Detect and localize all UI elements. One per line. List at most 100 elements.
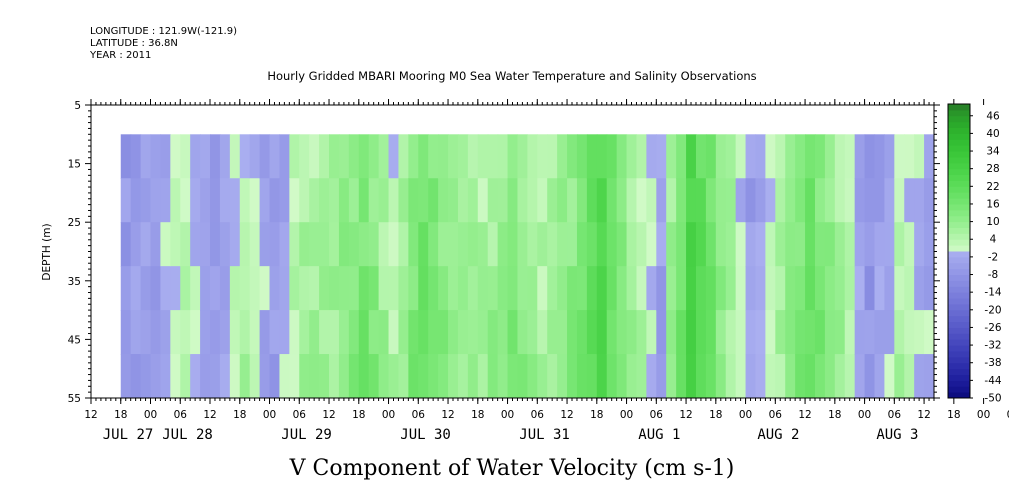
- x-hour-tick-label: 12: [917, 409, 930, 421]
- heatmap-cell: [725, 354, 737, 398]
- heatmap-cell: [160, 310, 171, 355]
- heatmap-cell: [259, 354, 271, 398]
- colorbar-swatch: [948, 156, 970, 164]
- heatmap-cell: [686, 222, 697, 267]
- heatmap-cell: [229, 354, 241, 398]
- heatmap-cell: [448, 134, 459, 179]
- colorbar-swatch: [948, 239, 970, 246]
- heatmap-cell: [239, 266, 251, 311]
- heatmap-cell: [130, 266, 142, 311]
- heatmap-cell: [160, 222, 171, 267]
- heatmap-cell: [140, 178, 152, 223]
- x-hour-tick-label: 06: [293, 409, 307, 421]
- heatmap-cell: [358, 266, 370, 311]
- heatmap-cell: [616, 222, 628, 267]
- heatmap-cell: [398, 354, 409, 398]
- heatmap-cell: [616, 134, 628, 179]
- heatmap-cell: [527, 354, 538, 398]
- heatmap-cell: [190, 134, 201, 179]
- heatmap-cell: [170, 222, 181, 267]
- heatmap-cell: [735, 266, 747, 311]
- heatmap-cell: [319, 178, 330, 223]
- colorbar-swatch: [948, 198, 970, 205]
- heatmap-cell: [190, 222, 201, 267]
- heatmap-cell: [418, 310, 429, 355]
- heatmap-cell: [854, 134, 866, 179]
- heatmap-cell: [130, 178, 142, 223]
- heatmap-cell: [348, 222, 360, 267]
- heatmap-cell: [646, 310, 657, 355]
- colorbar-swatch: [948, 321, 970, 328]
- heatmap-cell: [477, 310, 489, 355]
- heatmap-cell: [527, 266, 538, 311]
- heatmap-cell: [428, 178, 439, 223]
- heatmap-cell: [438, 310, 449, 355]
- heatmap-cell: [626, 178, 638, 223]
- heatmap-cell: [259, 266, 271, 311]
- heatmap-cell: [507, 266, 519, 311]
- heatmap-cell: [576, 178, 588, 223]
- heatmap-cell: [507, 178, 519, 223]
- heatmap-cell: [329, 354, 340, 398]
- heatmap-cell: [200, 222, 211, 267]
- x-hour-tick-label: 00: [382, 409, 395, 421]
- heatmap-cell: [388, 134, 400, 179]
- x-hour-tick-label: 00: [501, 409, 514, 421]
- heatmap-cell: [249, 134, 261, 179]
- heatmap-cell: [527, 222, 538, 267]
- heatmap-cell: [695, 266, 707, 311]
- heatmap-cell: [616, 354, 628, 398]
- heatmap-cell: [477, 134, 489, 179]
- heatmap-cell: [606, 178, 618, 223]
- heatmap-cell: [805, 266, 816, 311]
- heatmap-cell: [299, 134, 310, 179]
- heatmap-cell: [884, 266, 895, 311]
- heatmap-cell: [289, 222, 300, 267]
- heatmap-cell: [140, 310, 152, 355]
- heatmap-cell: [695, 178, 707, 223]
- heatmap-cell: [368, 178, 380, 223]
- heatmap-cell: [557, 310, 568, 355]
- x-hour-tick-label: 00: [263, 409, 276, 421]
- x-hour-tick-label: 00: [977, 409, 990, 421]
- heatmap-cell: [745, 354, 757, 398]
- colorbar-label: -14: [984, 287, 1001, 299]
- heatmap-cell: [686, 354, 697, 398]
- heatmap-cell: [448, 310, 459, 355]
- heatmap-cell: [527, 310, 538, 355]
- heatmap-cell: [269, 310, 281, 355]
- heatmap-cell: [329, 310, 340, 355]
- heatmap-cell: [864, 222, 876, 267]
- colorbar-swatch: [948, 209, 970, 217]
- heatmap-cell: [775, 178, 786, 223]
- heatmap-cell: [497, 310, 509, 355]
- heatmap-cell: [448, 354, 459, 398]
- heatmap-cell: [438, 178, 449, 223]
- heatmap-cell: [626, 354, 638, 398]
- heatmap-cell: [576, 310, 588, 355]
- heatmap-cell: [319, 222, 330, 267]
- colorbar-swatch: [948, 292, 970, 299]
- colorbar-swatch: [948, 356, 970, 364]
- heatmap-cell: [219, 266, 231, 311]
- heatmap-cell: [527, 178, 538, 223]
- heatmap-cell: [894, 178, 905, 223]
- heatmap-cell: [557, 354, 568, 398]
- colorbar-swatch: [948, 139, 970, 146]
- heatmap-cell: [656, 178, 667, 223]
- heatmap-cell: [775, 266, 786, 311]
- heatmap-cell: [814, 310, 826, 355]
- heatmap-cell: [686, 178, 697, 223]
- heatmap-cell: [705, 266, 717, 311]
- heatmap-cell: [457, 266, 469, 311]
- heatmap-cell: [765, 354, 776, 398]
- colorbar-swatch: [948, 104, 970, 111]
- heatmap-cell: [795, 266, 806, 311]
- heatmap-cell: [229, 178, 241, 223]
- colorbar-swatch: [948, 121, 970, 129]
- heatmap-cell: [834, 310, 846, 355]
- x-hour-tick-label: 18: [471, 409, 484, 421]
- heatmap-cell: [428, 354, 439, 398]
- heatmap-cell: [388, 266, 400, 311]
- heatmap-cell: [438, 134, 449, 179]
